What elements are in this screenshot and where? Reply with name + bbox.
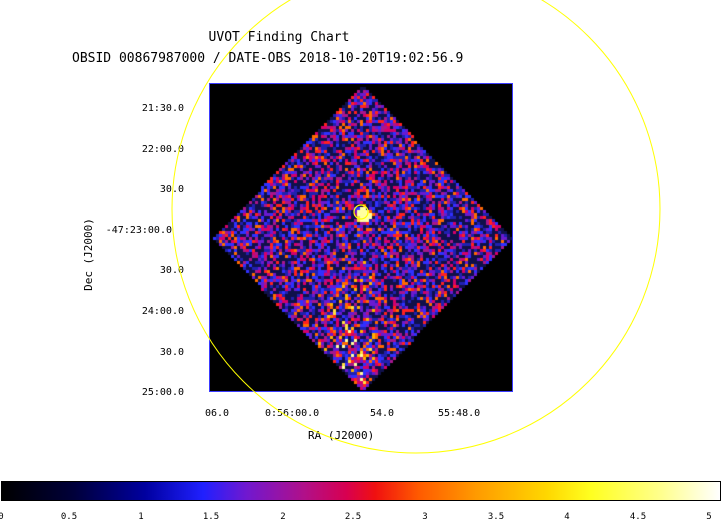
colorbar-tick-label: 0.5 [60,512,78,522]
y-axis-title: Dec (J2000) [81,218,95,291]
colorbar-tick-label: 3 [422,512,428,522]
x-tick-label: 0:56:00.0 [265,408,320,419]
y-tick-label: 21:30.0 [141,103,184,114]
y-tick-label: 30.0 [159,347,184,358]
colorbar-tick-label: 0 [0,512,4,522]
chart-subtitle: OBSID 00867987000 / DATE-OBS 2018-10-20T… [72,51,464,66]
chart-title: UVOT Finding Chart [208,30,350,45]
x-tick-label: 06.0 [205,408,230,419]
y-tick-label: 30.0 [159,184,184,195]
y-tick-label: 24:00.0 [141,306,184,317]
y-tick-label: 22:00.0 [141,144,184,155]
colorbar-tick-label: 2.5 [344,512,362,522]
y-tick-label: 25:00.0 [141,387,184,398]
uvot-image [210,84,512,391]
colorbar-tick-label: 1.5 [202,512,220,522]
colorbar-tick-label: 2 [280,512,286,522]
x-tick-label: 54.0 [370,408,395,419]
x-axis-title: RA (J2000) [308,429,375,442]
colorbar-tick-label: 1 [138,512,144,522]
uvot-image-frame [209,83,513,392]
x-tick-label: 55:48.0 [438,408,481,419]
colorbar-tick-label: 4 [564,512,570,522]
colorbar [1,481,721,501]
colorbar-tick-label: 4.5 [629,512,647,522]
colorbar-tick-label: 5 [706,512,712,522]
y-tick-label: 30.0 [159,265,184,276]
y-tick-label: -47:23:00.0 [105,225,172,236]
colorbar-tick-label: 3.5 [487,512,505,522]
